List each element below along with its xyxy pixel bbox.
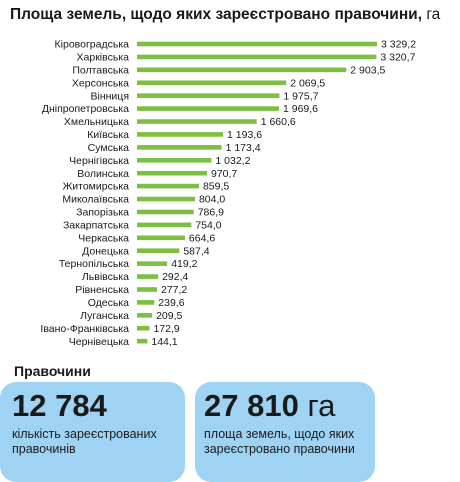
data-label: 209,5 bbox=[156, 310, 182, 322]
data-label: 239,6 bbox=[158, 297, 184, 309]
category-label: Житомирська bbox=[63, 181, 130, 193]
data-label: 1 032,2 bbox=[215, 155, 250, 167]
bar-chart: Кіровоградська 3 329,2 Харківська 3 320,7 По… bbox=[40, 39, 416, 348]
category-label: Кіровоградська bbox=[55, 39, 130, 51]
category-label: Полтавська bbox=[72, 64, 129, 76]
data-label: 419,2 bbox=[171, 258, 197, 270]
category-label: Київська bbox=[87, 129, 129, 141]
data-label: 859,5 bbox=[203, 181, 229, 193]
category-label: Одеська bbox=[88, 297, 129, 309]
bar bbox=[137, 41, 377, 47]
stat-value-deals-count: 12 784 bbox=[12, 388, 107, 423]
bar bbox=[137, 67, 347, 73]
category-label: Запорізька bbox=[76, 207, 129, 219]
bar bbox=[137, 80, 287, 86]
bar bbox=[137, 222, 192, 228]
category-label: Львівська bbox=[82, 271, 129, 283]
category-label: Черкаська bbox=[78, 232, 129, 244]
stat-card-area: 27 810 га площа земель, щодо яких зареєс… bbox=[195, 382, 375, 482]
category-label: Харківська bbox=[77, 52, 130, 64]
data-label: 3 320,7 bbox=[380, 52, 415, 64]
category-label: Донецька bbox=[82, 245, 129, 257]
data-label: 587,4 bbox=[183, 245, 209, 257]
bar bbox=[137, 157, 212, 163]
bar bbox=[137, 170, 207, 176]
category-label: Тернопільська bbox=[59, 258, 129, 270]
bar bbox=[137, 261, 168, 266]
category-label: Івано-Франківська bbox=[40, 323, 129, 335]
data-label: 664,6 bbox=[189, 232, 215, 244]
category-label: Дніпропетровська bbox=[42, 103, 129, 115]
category-label: Закарпатська bbox=[63, 219, 129, 231]
bar bbox=[137, 274, 159, 279]
bar bbox=[137, 132, 224, 137]
category-label: Хмельницька bbox=[64, 116, 129, 128]
data-label: 754,0 bbox=[195, 219, 221, 231]
data-label: 970,7 bbox=[211, 168, 237, 180]
category-label: Луганська bbox=[80, 310, 129, 322]
bar bbox=[137, 106, 279, 111]
bar bbox=[137, 287, 157, 292]
bar bbox=[137, 145, 222, 150]
bar bbox=[137, 235, 185, 241]
bar bbox=[137, 183, 199, 189]
chart-title-text: Площа земель, щодо яких зареєстровано пр… bbox=[10, 6, 423, 23]
data-label: 3 329,2 bbox=[381, 39, 416, 51]
category-label: Волинська bbox=[77, 168, 129, 180]
stat-value-area-row: 27 810 га bbox=[204, 388, 375, 424]
category-label: Миколаївська bbox=[62, 194, 129, 206]
data-label: 804,0 bbox=[199, 194, 225, 206]
bar bbox=[137, 209, 194, 215]
bar bbox=[137, 325, 150, 331]
category-label: Херсонська bbox=[72, 77, 129, 89]
category-label: Чернівецька bbox=[69, 336, 129, 348]
bar bbox=[137, 93, 280, 98]
data-label: 144,1 bbox=[151, 336, 177, 348]
category-label: Сумська bbox=[88, 142, 129, 154]
chart-title-unit: га bbox=[426, 6, 441, 23]
category-label: Чернігівська bbox=[69, 155, 129, 167]
data-label: 172,9 bbox=[153, 323, 179, 335]
data-label: 1 193,6 bbox=[227, 129, 262, 141]
bar bbox=[137, 196, 195, 202]
category-label: Рівненська bbox=[75, 284, 129, 296]
section-title: Правочини bbox=[14, 363, 91, 379]
data-label: 1 975,7 bbox=[283, 90, 318, 102]
bar bbox=[137, 338, 148, 344]
bar bbox=[137, 54, 377, 60]
bar bbox=[137, 119, 257, 124]
data-label: 2 903,5 bbox=[350, 64, 385, 76]
stat-unit-area: га bbox=[307, 388, 336, 423]
stat-description-area: площа земель, щодо яких зареєстровано пр… bbox=[204, 427, 355, 456]
bar bbox=[137, 313, 153, 318]
data-label: 2 069,5 bbox=[290, 77, 325, 89]
stat-card-deals-count: 12 784 кількість зареєстрованих правочин… bbox=[0, 382, 185, 482]
data-label: 1 173,4 bbox=[226, 142, 261, 154]
category-label: Вінниця bbox=[91, 90, 130, 102]
stat-description-deals-count: кількість зареєстрованих правочинів bbox=[12, 427, 157, 456]
data-label: 786,9 bbox=[198, 207, 224, 219]
chart-title: Площа земель, щодо яких зареєстровано пр… bbox=[10, 6, 455, 24]
bar bbox=[137, 248, 180, 254]
stat-value-area: 27 810 bbox=[204, 388, 299, 423]
data-label: 1 660,6 bbox=[261, 116, 296, 128]
data-label: 1 969,6 bbox=[283, 103, 318, 115]
data-label: 292,4 bbox=[162, 271, 188, 283]
data-label: 277,2 bbox=[161, 284, 187, 296]
bar bbox=[137, 300, 155, 305]
